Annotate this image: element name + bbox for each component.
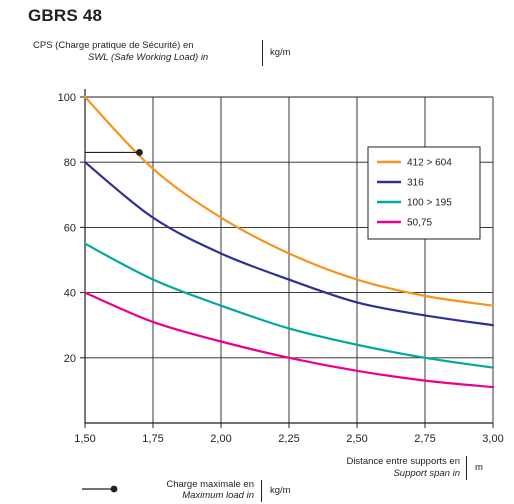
- legend-label-1: 316: [407, 178, 424, 189]
- x-tick-label: 3,00: [482, 433, 503, 445]
- max-load-unit-separator: [261, 480, 262, 502]
- max-load-label-en: Maximum load in: [182, 490, 254, 501]
- y-tick-label: 80: [64, 157, 76, 169]
- y-axis-label-en: SWL (Safe Working Load) in: [88, 52, 209, 63]
- x-axis-unit-separator: [466, 456, 467, 480]
- vertical-gridlines: [152, 97, 494, 423]
- legend-label-0: 412 > 604: [407, 158, 452, 169]
- legend-label-2: 100 > 195: [407, 198, 452, 209]
- x-axis-label-en: Support span in: [393, 468, 460, 479]
- max-load-unit: kg/m: [270, 485, 291, 496]
- y-tick-labels: 20 40 60 80 100: [58, 92, 76, 365]
- x-tick-label: 1,75: [142, 433, 163, 445]
- x-tick-labels: 1,50 1,75 2,00 2,25 2,50 2,75 3,00: [74, 433, 503, 445]
- max-load-point: [136, 149, 143, 156]
- x-axis-label-fr: Distance entre supports en: [346, 456, 460, 467]
- axes: [80, 89, 494, 428]
- max-load-legend-dot: [110, 485, 118, 493]
- max-load-marker: [85, 149, 143, 156]
- y-axis-label-fr: CPS (Charge pratique de Sécurité) en: [33, 40, 194, 51]
- series-curves: [83, 95, 495, 389]
- x-tick-label: 2,75: [414, 433, 435, 445]
- x-tick-label: 2,00: [210, 433, 231, 445]
- legend-label-3: 50,75: [407, 218, 432, 229]
- x-axis-unit: m: [475, 462, 483, 473]
- legend: 412 > 604 316 100 > 195 50,75: [367, 146, 481, 240]
- chart-title: GBRS 48: [28, 6, 103, 25]
- x-tick-label: 1,50: [74, 433, 95, 445]
- x-tick-label: 2,50: [346, 433, 367, 445]
- series-line-3: [83, 291, 495, 389]
- y-tick-label: 60: [64, 222, 76, 234]
- y-tick-label: 20: [64, 353, 76, 365]
- max-load-legend-marker: [82, 485, 118, 493]
- y-tick-label: 40: [64, 288, 76, 300]
- y-tick-label: 100: [58, 92, 76, 104]
- max-load-label-fr: Charge maximale en: [166, 479, 254, 490]
- series-line-1: [83, 161, 495, 327]
- x-tick-label: 2,25: [278, 433, 299, 445]
- y-axis-unit: kg/m: [270, 47, 291, 58]
- series-line-2: [83, 242, 495, 369]
- chart-plot: 1,50 1,75 2,00 2,25 2,50 2,75 3,00 20 40 60 80 100…: [58, 89, 504, 445]
- y-axis-unit-separator: [262, 40, 263, 66]
- series-line-0: [83, 95, 495, 307]
